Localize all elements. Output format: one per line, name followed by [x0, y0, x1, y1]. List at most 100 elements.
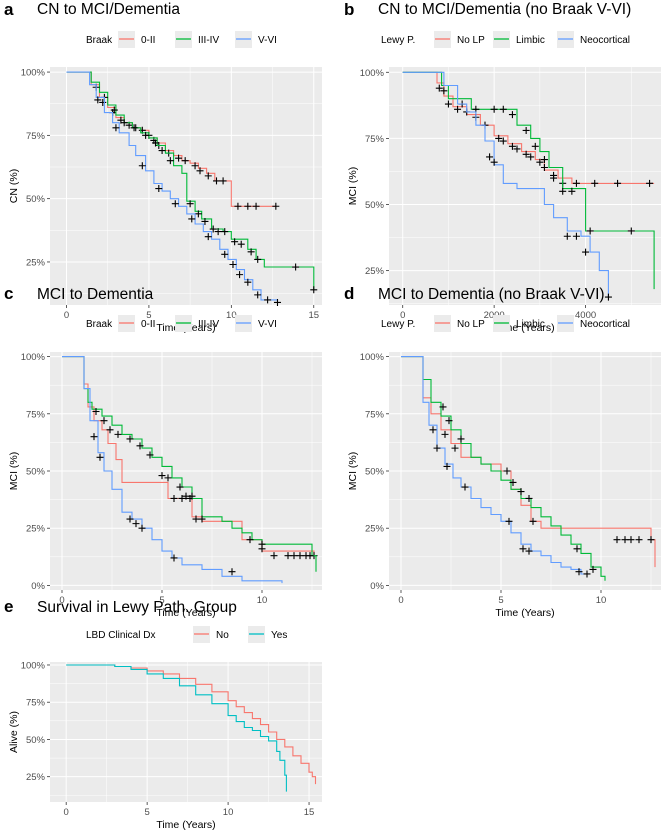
censor-mark	[176, 483, 184, 491]
censor-mark	[246, 536, 254, 544]
censor-mark	[100, 417, 108, 425]
censor-mark	[181, 157, 189, 165]
censor-mark	[201, 217, 209, 225]
x-axis-title: Time (Years)	[156, 607, 215, 619]
panel-letter: b	[344, 0, 354, 19]
y-axis-title: Alive (%)	[8, 711, 20, 753]
y-tick-label: 50%	[26, 467, 46, 478]
censor-mark	[568, 187, 576, 195]
legend-title: Lewy P.	[381, 35, 415, 46]
censor-mark	[209, 225, 217, 233]
x-tick-label: 5	[498, 595, 503, 606]
series-neocortical	[402, 71, 612, 301]
censor-mark	[290, 552, 298, 560]
legend-item-limbic: Limbic	[493, 31, 545, 48]
x-tick-label: 0	[59, 595, 64, 606]
axes: 0% 25% 50% 75% 100% 0 5 10 Time (Years) MCI (%)	[347, 352, 606, 619]
censor-mark	[112, 124, 120, 132]
censor-mark	[186, 200, 194, 208]
x-axis-title: Time (Years)	[495, 322, 554, 334]
panel-title: MCI to Dementia (no Braak V-VI)	[378, 286, 605, 303]
censor-mark	[646, 179, 654, 187]
censor-mark	[114, 430, 122, 438]
panel-b: b CN to MCI/Dementia (no Braak V-VI) Lewy …	[344, 0, 661, 334]
censor-mark	[531, 142, 539, 150]
x-tick-label: 0	[400, 310, 405, 321]
censor-mark	[486, 153, 494, 161]
legend-item-limbic: Limbic	[493, 315, 545, 332]
censor-mark	[490, 158, 498, 166]
censor-mark	[614, 179, 622, 187]
panel-e: e Survival in Lewy Path. Group LBD Clinica…	[4, 597, 322, 831]
censor-mark	[166, 157, 174, 165]
x-tick-label: 10	[596, 595, 607, 606]
censor-mark	[158, 147, 166, 155]
survival-curve	[401, 356, 606, 581]
y-tick-label: 100%	[21, 68, 46, 79]
censor-mark	[454, 105, 462, 113]
censor-mark	[136, 442, 144, 450]
censor-mark	[527, 153, 535, 161]
censor-mark	[96, 453, 104, 461]
legend-item-0-ii: 0-II	[118, 31, 155, 48]
censor-mark	[196, 167, 204, 175]
censor-mark	[175, 154, 183, 162]
survival-curve	[66, 664, 317, 785]
censor-mark	[589, 565, 597, 573]
x-tick-label: 5	[144, 807, 149, 818]
panel-title: Survival in Lewy Path. Group	[37, 599, 237, 616]
censor-mark	[219, 177, 227, 185]
legend-item-0-ii: 0-II	[118, 315, 155, 332]
legend-item-iii-iv: III-IV	[175, 315, 219, 332]
x-axis-title: Time (Years)	[156, 819, 215, 831]
y-tick-label: 100%	[360, 68, 385, 79]
x-tick-label: 10	[226, 310, 237, 321]
legend-label: No LP	[457, 319, 485, 330]
survival-curve	[66, 664, 287, 792]
censor-mark	[296, 552, 304, 560]
censor-mark	[158, 472, 166, 480]
legend-label: V-VI	[258, 35, 277, 46]
legend-item-no-lp: No LP	[434, 31, 485, 48]
series-neocortical	[401, 356, 591, 578]
legend-item-yes: Yes	[248, 626, 287, 643]
censor-mark	[198, 515, 206, 523]
legend-title: Lewy P.	[381, 319, 415, 330]
y-axis-title: CN (%)	[8, 169, 20, 203]
y-tick-label: 100%	[21, 660, 46, 671]
censor-mark	[627, 227, 635, 235]
panel-letter: d	[344, 284, 354, 303]
legend-label: V-VI	[258, 319, 277, 330]
panel-letter: e	[4, 597, 13, 616]
x-axis-title: Time (Years)	[495, 607, 554, 619]
legend-label: 0-II	[141, 319, 155, 330]
censor-mark	[627, 536, 635, 544]
censor-mark	[90, 433, 98, 441]
survival-curve	[66, 71, 279, 303]
legend: Lewy P. No LP Limbic Neocortical	[381, 315, 630, 332]
censor-mark	[138, 162, 146, 170]
panel-letter: c	[4, 284, 13, 303]
x-tick-label: 15	[304, 807, 315, 818]
legend-item-iii-iv: III-IV	[175, 31, 219, 48]
censor-mark	[244, 278, 252, 286]
censor-mark	[310, 286, 318, 294]
censor-mark	[237, 240, 245, 248]
censor-mark	[517, 488, 525, 496]
panel-d: d MCI to Dementia (no Braak V-VI) Lewy P. N…	[344, 284, 661, 619]
legend-title: LBD Clinical Dx	[86, 630, 155, 641]
censor-mark	[236, 271, 244, 279]
censor-mark	[582, 248, 590, 256]
censor-mark	[508, 111, 516, 119]
y-tick-label: 50%	[365, 467, 385, 478]
x-tick-label: 5	[146, 310, 151, 321]
x-tick-label: 4000	[575, 310, 596, 321]
censor-mark	[191, 162, 199, 170]
x-tick-label: 0	[398, 595, 403, 606]
censor-mark	[132, 520, 140, 528]
censor-mark	[152, 139, 160, 147]
censor-mark	[254, 255, 262, 263]
censor-mark	[490, 105, 498, 113]
censor-mark	[591, 179, 599, 187]
censor-mark	[586, 227, 594, 235]
